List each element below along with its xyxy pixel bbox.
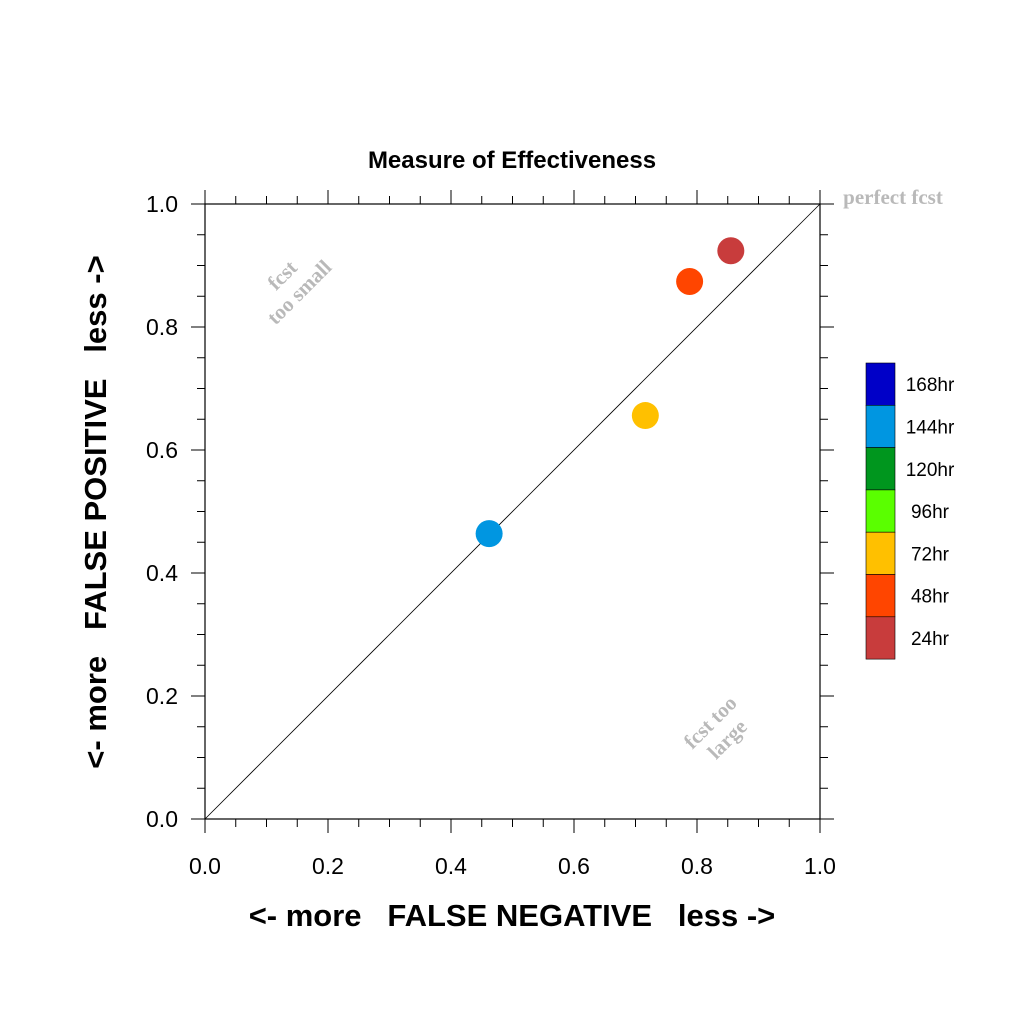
y-tick-labels: 0.0 0.2 0.4 0.6 0.8 1.0: [146, 191, 178, 832]
x-tick-label: 0.6: [558, 853, 590, 879]
x-tick-labels: 0.0 0.2 0.4 0.6 0.8 1.0: [189, 853, 836, 879]
legend-label: 168hr: [906, 375, 955, 396]
legend-label: 144hr: [906, 417, 955, 438]
legend: 168hr 144hr 120hr 96hr 72hr 48hr 24hr: [865, 362, 955, 660]
y-tick-label: 0.8: [146, 314, 178, 340]
data-points: [475, 237, 745, 548]
x-tick-label: 0.8: [681, 853, 713, 879]
x-tick-label: 1.0: [804, 853, 836, 879]
y-tick-label: 1.0: [146, 191, 178, 217]
y-tick-label: 0.4: [146, 560, 178, 586]
x-tick-label: 0.0: [189, 853, 221, 879]
too-large-note: fcst too large: [679, 691, 752, 764]
legend-swatch-72hr: [865, 531, 896, 575]
legend-swatch-168hr: [865, 362, 896, 406]
legend-swatch-96hr: [865, 489, 896, 533]
legend-label: 72hr: [911, 544, 950, 565]
x-tick-label: 0.4: [435, 853, 467, 879]
data-point-24hr: [717, 237, 745, 265]
legend-swatch-120hr: [865, 447, 896, 491]
perfect-forecast-note: perfect fcst: [843, 185, 943, 209]
too-small-note: fcst too small: [262, 255, 336, 329]
legend-label: 120hr: [906, 460, 955, 481]
chart-title: Measure of Effectiveness: [368, 147, 656, 174]
plot-area: [191, 190, 834, 833]
y-tick-label: 0.0: [146, 806, 178, 832]
data-point-72hr: [631, 402, 659, 430]
legend-label: 24hr: [911, 629, 950, 650]
x-tick-label: 0.2: [312, 853, 344, 879]
legend-swatch-24hr: [865, 616, 896, 660]
data-point-48hr: [676, 267, 704, 295]
legend-swatch-48hr: [865, 574, 896, 618]
legend-label: 96hr: [911, 502, 950, 523]
plot-frame: [204, 203, 821, 820]
data-point-144hr: [475, 520, 503, 548]
x-axis-label: <- more FALSE NEGATIVE less ->: [249, 898, 776, 933]
perfect-forecast-line: [204, 203, 821, 820]
legend-label: 48hr: [911, 587, 950, 608]
y-tick-label: 0.6: [146, 437, 178, 463]
axis-ticks: [191, 190, 834, 833]
legend-swatch-144hr: [865, 404, 896, 448]
y-axis-label: <- more FALSE POSITIVE less ->: [78, 255, 113, 768]
y-tick-label: 0.2: [146, 683, 178, 709]
